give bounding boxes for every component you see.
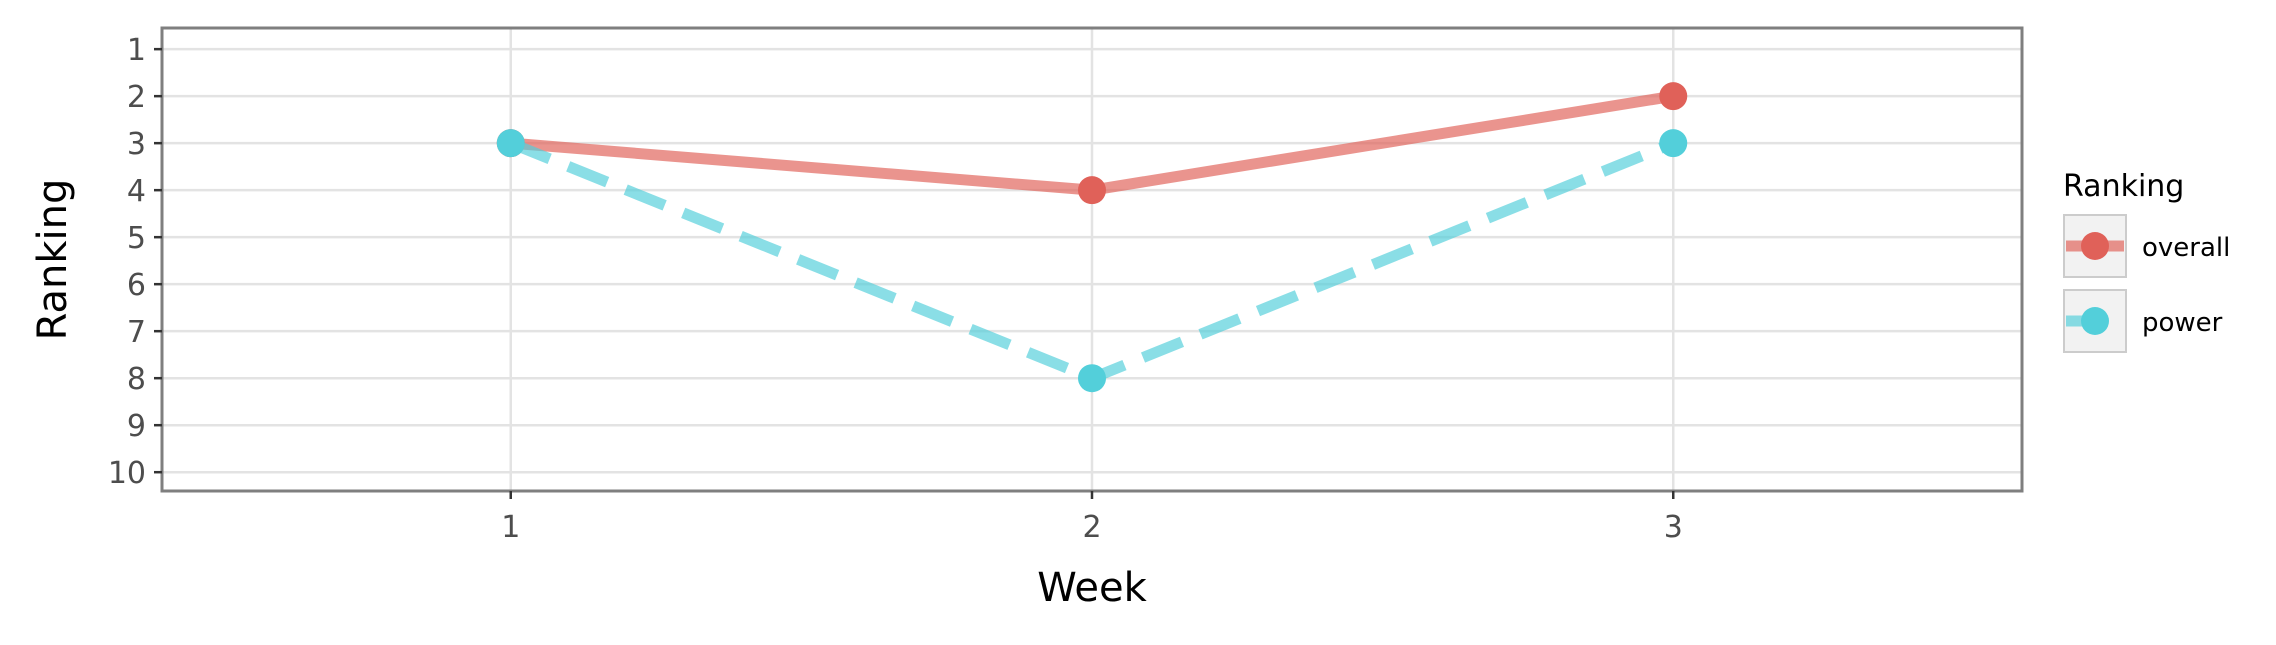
data-point-power — [1078, 364, 1106, 393]
y-tick-label: 3 — [127, 127, 146, 162]
y-tick-label: 2 — [127, 80, 146, 115]
y-axis-title: Ranking — [30, 179, 76, 341]
grid — [162, 28, 2022, 491]
y-tick-label: 7 — [127, 315, 146, 350]
series — [496, 82, 1688, 393]
data-point-power — [496, 129, 525, 158]
series-power — [496, 129, 1688, 393]
x-tick-label: 3 — [1664, 510, 1683, 545]
data-point-overall — [1659, 82, 1688, 111]
y-tick-label: 9 — [127, 409, 146, 444]
x-tick-label: 1 — [501, 510, 520, 545]
x-tick-label: 2 — [1082, 510, 1101, 545]
legend-item-overall: overall — [2063, 214, 2230, 278]
legend-key-point — [2081, 307, 2109, 335]
legend-key-point — [2081, 232, 2109, 260]
legend-item-power: power — [2063, 289, 2223, 353]
y-tick-label: 1 — [127, 33, 146, 68]
legend-title: Ranking — [2063, 169, 2184, 204]
data-point-overall — [1078, 176, 1106, 205]
y-tick-label: 8 — [127, 362, 146, 397]
legend-label-power: power — [2142, 308, 2223, 338]
legend-label-overall: overall — [2142, 233, 2230, 263]
legend: Ranking overall power — [2063, 169, 2230, 353]
y-tick-label: 4 — [127, 174, 146, 209]
y-tick-label: 5 — [127, 221, 146, 256]
legend-items: overall power — [2063, 214, 2230, 353]
y-tick-label: 10 — [108, 456, 146, 491]
y-axis: 1 2 3 4 5 6 7 8 9 10 — [108, 33, 162, 491]
data-point-power — [1659, 129, 1688, 158]
x-axis-title: Week — [1037, 565, 1147, 611]
y-tick-label: 6 — [127, 268, 146, 303]
x-axis: 1 2 3 — [501, 491, 1683, 545]
